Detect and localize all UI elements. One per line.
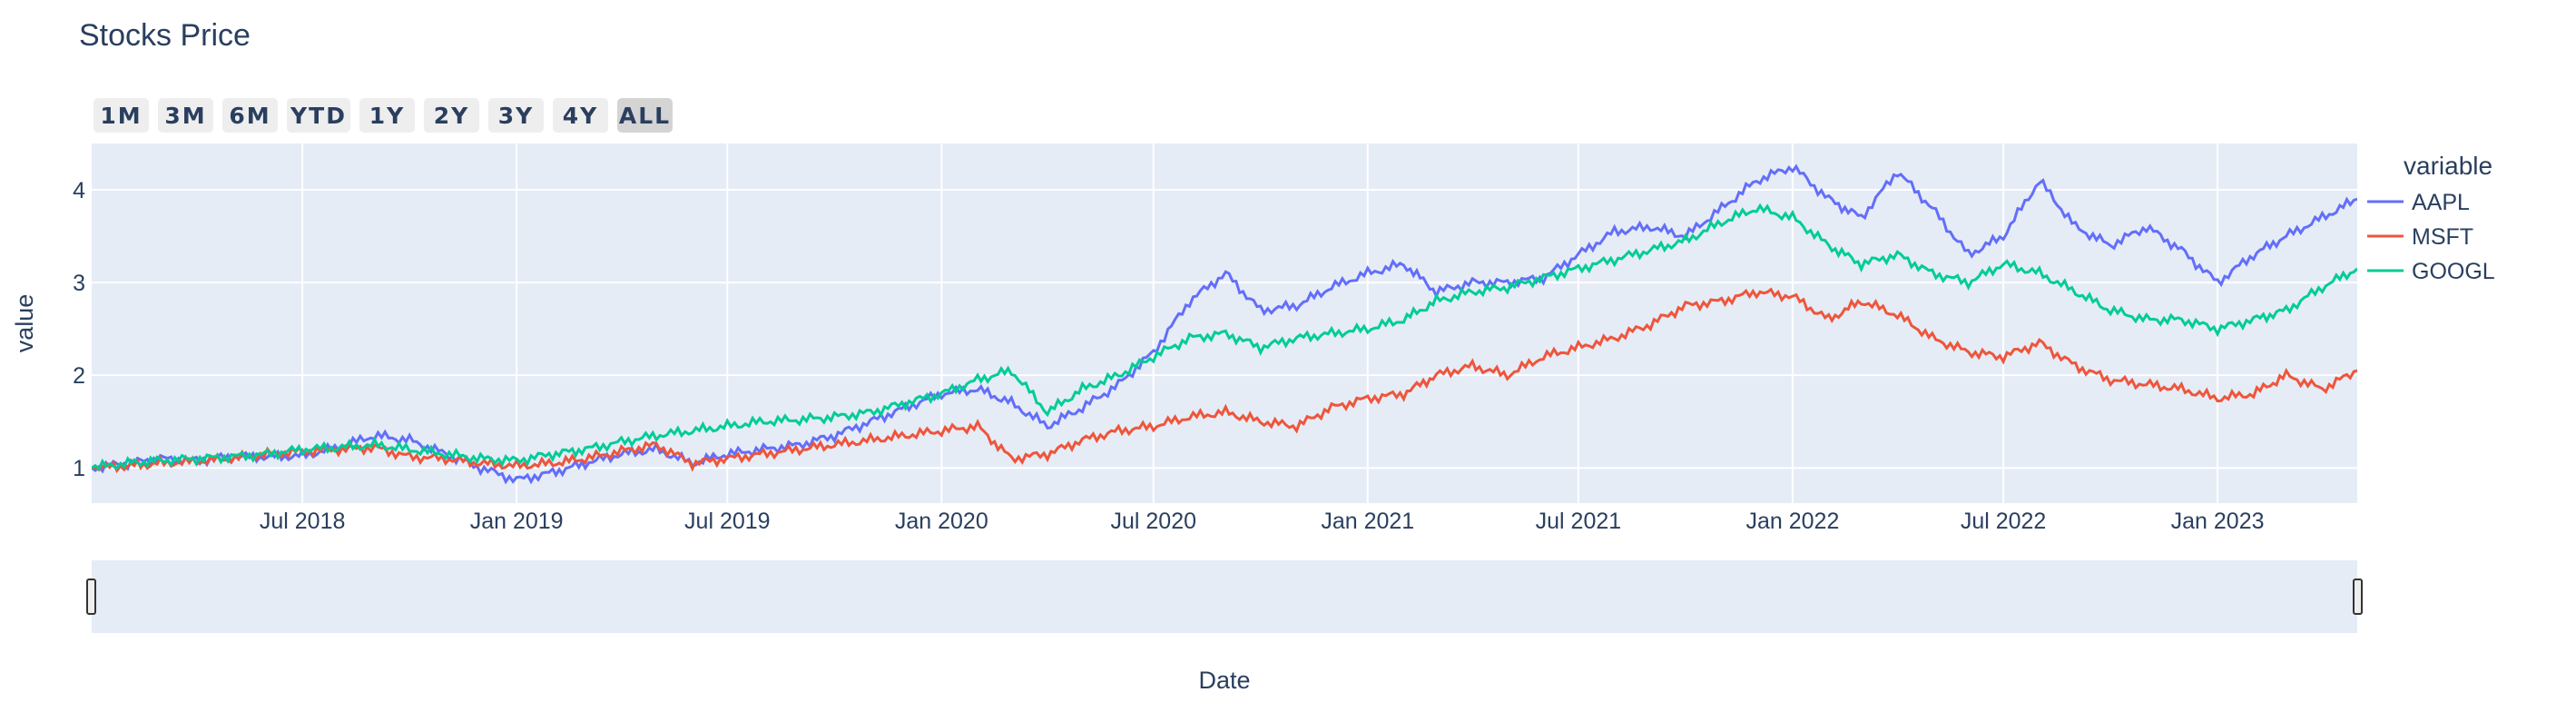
range-button-all[interactable]: ALL [617,98,673,133]
y-tick-label: 2 [73,363,85,389]
series-line-googl [92,203,2357,472]
series-line-msft [92,287,2357,474]
range-button-ytd[interactable]: YTD [287,98,350,133]
range-slider-handle-right[interactable] [2353,578,2363,615]
range-button-3m[interactable]: 3M [158,98,213,133]
range-slider-handle-left[interactable] [86,578,96,615]
x-axis-title: Date [1198,667,1250,694]
chart-title: Stocks Price [79,18,251,53]
x-tick-label: Jan 2019 [470,509,564,534]
x-tick-label: Jul 2022 [1961,509,2047,534]
x-tick-label: Jul 2019 [684,509,771,534]
legend-item-aapl[interactable]: AAPL [2412,190,2470,215]
x-tick-label: Jan 2020 [895,509,988,534]
range-button-3y[interactable]: 3Y [488,98,544,133]
range-button-6m[interactable]: 6M [222,98,278,133]
legend-item-googl[interactable]: GOOGL [2412,259,2495,284]
range-button-1m[interactable]: 1M [93,98,149,133]
legend: variable AAPL MSFT GOOGL [2367,152,2495,284]
series-lines [92,163,2357,485]
legend-item-msft[interactable]: MSFT [2412,224,2473,250]
x-tick-label: Jul 2021 [1536,509,1622,534]
x-tick-label: Jan 2021 [1321,509,1414,534]
x-tick-label: Jul 2020 [1110,509,1196,534]
y-tick-label: 1 [73,456,85,481]
range-button-2y[interactable]: 2Y [424,98,479,133]
x-tick-label: Jan 2023 [2171,509,2265,534]
y-axis-title: value [11,294,38,353]
plot-area [92,143,2357,503]
range-slider[interactable] [92,560,2357,633]
y-tick-label: 4 [73,178,85,203]
x-tick-label: Jan 2022 [1745,509,1839,534]
legend-title: variable [2404,152,2492,180]
y-tick-label: 3 [73,271,85,296]
x-tick-label: Jul 2018 [260,509,346,534]
x-tick-labels: Jul 2018 Jan 2019 Jul 2019 Jan 2020 Jul 2020… [260,509,2265,534]
y-gridlines [92,189,2357,470]
y-tick-labels: 1 2 3 4 [73,178,85,481]
range-button-1y[interactable]: 1Y [359,98,415,133]
x-gridlines [301,143,2219,503]
range-button-4y[interactable]: 4Y [553,98,608,133]
